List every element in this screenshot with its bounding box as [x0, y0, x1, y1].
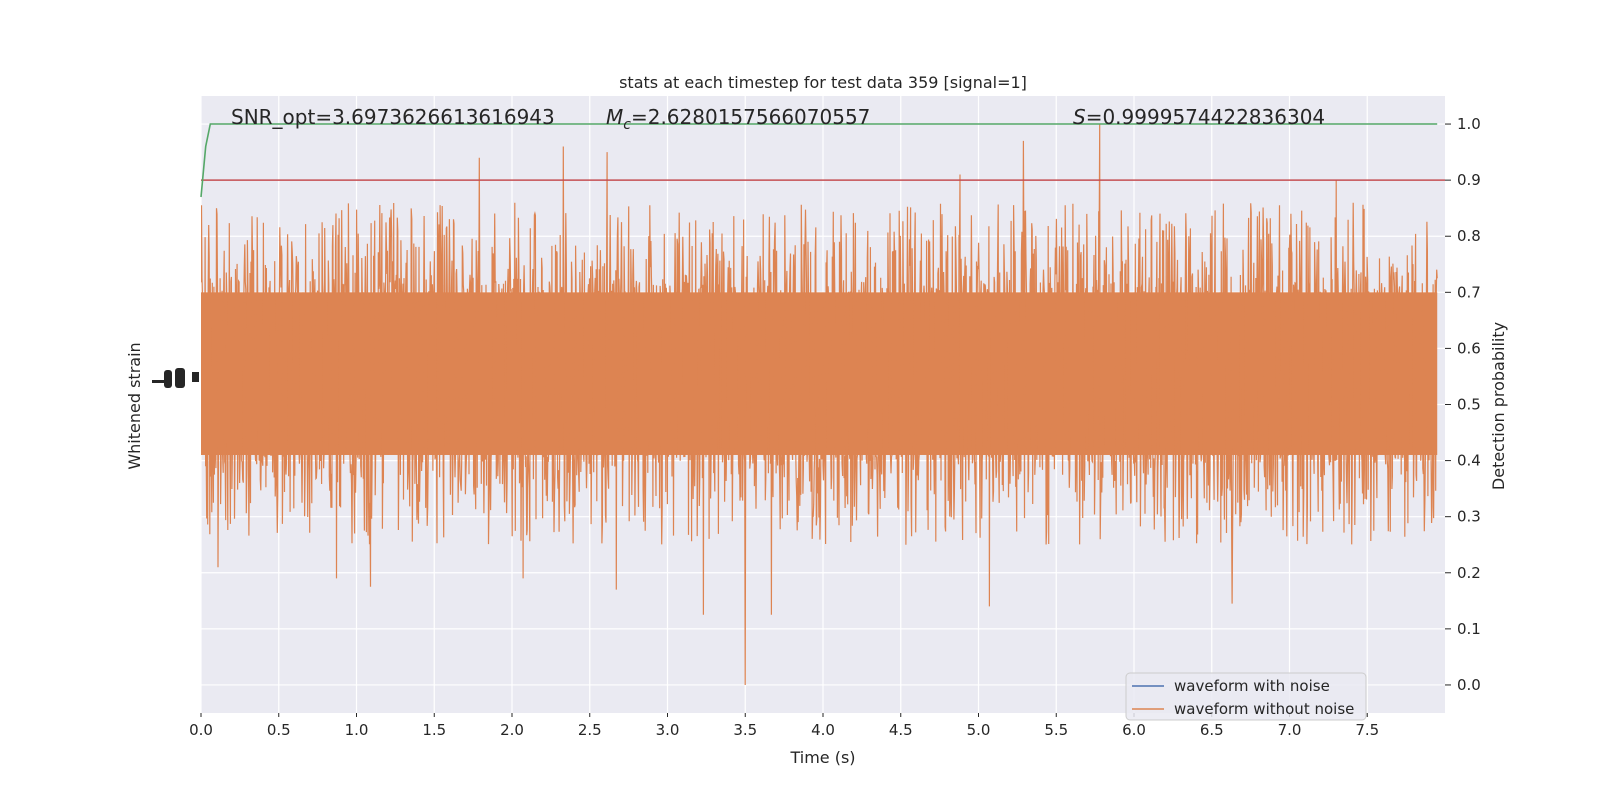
chirp-mass-text: Mc=2.6280157566070557 — [606, 105, 870, 133]
y-tick-label: 0.1 — [1457, 620, 1481, 638]
left-axis-collapsed-ticks — [152, 368, 199, 388]
y-tick-label: 0.4 — [1457, 452, 1481, 470]
x-tick-label: 7.0 — [1278, 721, 1302, 739]
s-value: =0.9999574422836304 — [1086, 105, 1325, 129]
y-tick-label: 0.0 — [1457, 676, 1481, 694]
x-tick-label: 2.0 — [500, 721, 524, 739]
x-tick-label: 5.5 — [1044, 721, 1068, 739]
chart-title: stats at each timestep for test data 359… — [619, 73, 1027, 92]
noise-trace — [201, 123, 1438, 686]
x-tick-label: 0.0 — [189, 721, 213, 739]
snr-text: SNR_opt=3.6973626613616943 — [231, 105, 555, 129]
series-detection-probability — [200, 123, 1438, 198]
x-tick-label: 2.5 — [578, 721, 602, 739]
legend-box — [1125, 672, 1367, 721]
legend-label-without-noise: waveform without noise — [1174, 700, 1354, 718]
left-axis-glyph — [152, 380, 166, 383]
mc-symbol: M — [606, 105, 623, 129]
left-axis-glyph — [164, 370, 172, 388]
legend-label-with-noise: waveform with noise — [1174, 677, 1330, 695]
right-y-axis: 0.0 0.1 0.2 0.3 0.4 0.5 0.6 0.7 0.8 0.9 1.0 — [1445, 115, 1481, 694]
x-tick-label: 1.5 — [422, 721, 446, 739]
x-axis-title: Time (s) — [789, 748, 855, 767]
left-axis-glyph — [192, 372, 199, 382]
x-tick-label: 4.5 — [889, 721, 913, 739]
x-tick-label: 6.5 — [1200, 721, 1224, 739]
y-tick-label: 0.2 — [1457, 564, 1481, 582]
x-tick-label: 4.0 — [811, 721, 835, 739]
y-tick-label: 0.3 — [1457, 508, 1481, 526]
y-tick-label: 0.8 — [1457, 227, 1481, 245]
x-tick-label: 6.0 — [1122, 721, 1146, 739]
s-symbol: S — [1073, 105, 1086, 129]
x-axis: 0.0 0.5 1.0 1.5 2.0 2.5 3.0 3.5 4.0 4.5 5.0 5.5 6.0 6… — [189, 713, 1379, 739]
mc-subscript: c — [623, 117, 631, 133]
score-text: S=0.9999574422836304 — [1073, 105, 1325, 129]
x-tick-label: 3.0 — [656, 721, 680, 739]
legend: waveform with noise waveform without noi… — [1125, 672, 1367, 721]
mc-value: =2.6280157566070557 — [631, 105, 870, 129]
x-tick-label: 5.0 — [967, 721, 991, 739]
x-tick-label: 1.0 — [345, 721, 369, 739]
right-y-axis-title: Detection probability — [1489, 322, 1508, 490]
left-axis-glyph — [175, 368, 185, 388]
left-y-axis-title: Whitened strain — [125, 342, 144, 469]
y-tick-label: 1.0 — [1457, 115, 1481, 133]
x-tick-label: 3.5 — [733, 721, 757, 739]
series-waveform-without-noise — [201, 123, 1438, 686]
x-tick-label: 0.5 — [267, 721, 291, 739]
y-tick-label: 0.9 — [1457, 171, 1481, 189]
x-tick-label: 7.5 — [1355, 721, 1379, 739]
stats-annotation: SNR_opt=3.6973626613616943 Mc=2.62801575… — [231, 105, 1325, 133]
y-tick-label: 0.6 — [1457, 339, 1481, 357]
y-tick-label: 0.5 — [1457, 396, 1481, 414]
y-tick-label: 0.7 — [1457, 283, 1481, 301]
